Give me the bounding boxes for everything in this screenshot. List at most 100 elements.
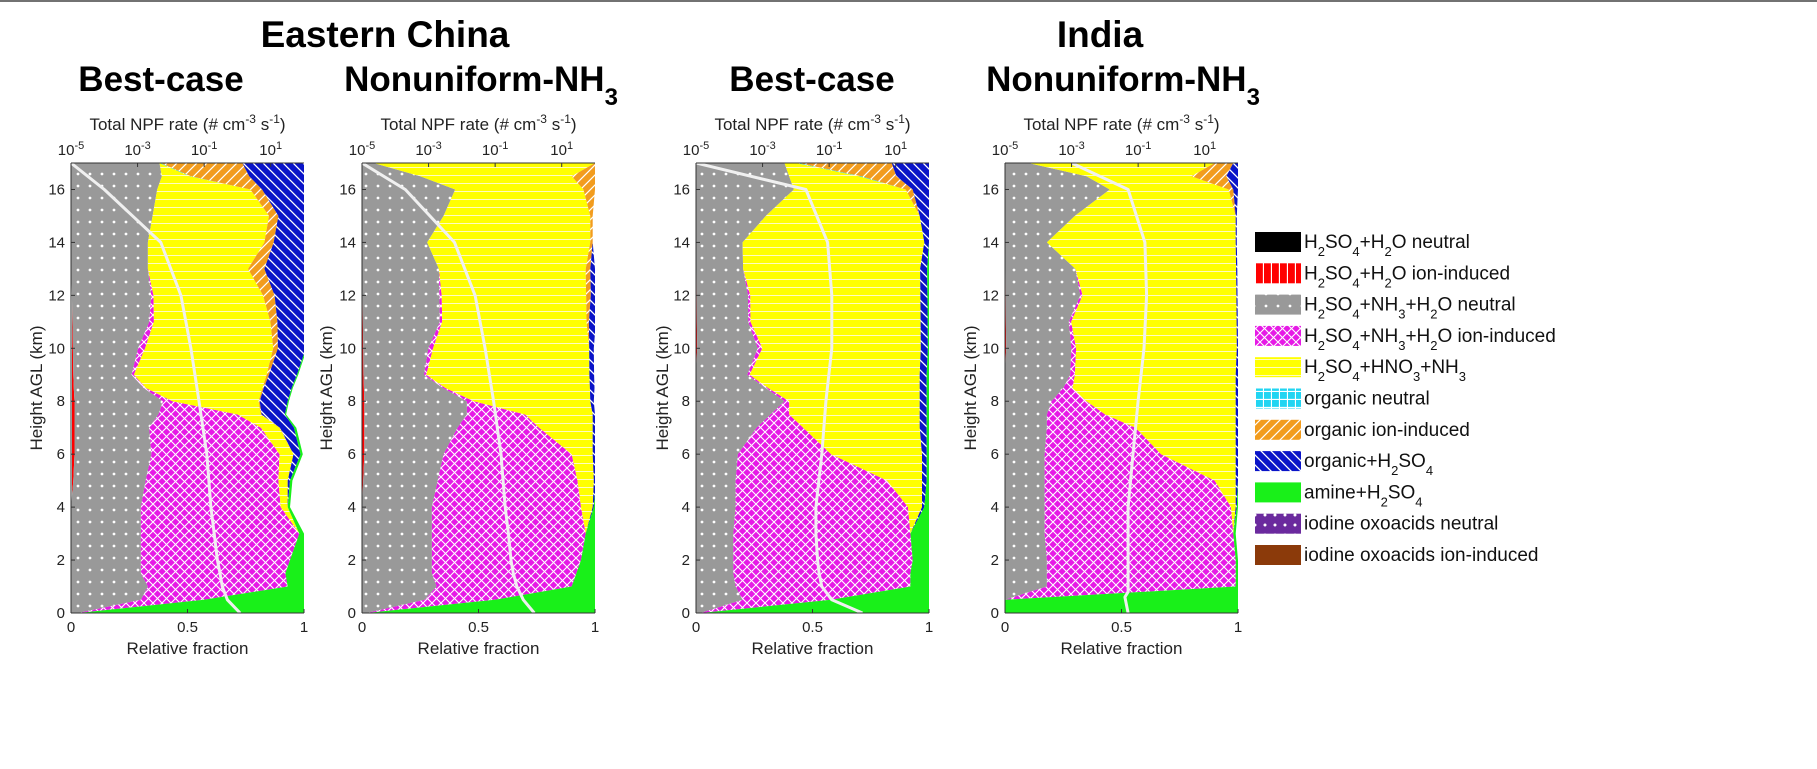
x-tick-label: 0.5 [1111,619,1132,636]
y-tick-label: 16 [48,181,65,198]
legend-item-h2so4-hno3-nh3: H2SO4+HNO3+NH3 [1255,357,1466,384]
legend-swatch [1255,451,1301,472]
top-tick-label: 101 [550,140,573,159]
stacked-areas [71,163,304,613]
area-h2so4-nh3-h2o-ion [1005,163,1236,613]
panels: Best-case Total NPF rate (# cm-3 s-1) 0 2 4 6… [27,60,1260,658]
y-tick-label: 0 [57,605,65,622]
y-tick-label: 8 [348,393,356,410]
x-axis-label: Relative fraction [418,639,540,658]
y-tick-label: 2 [682,552,690,569]
area-organic-h2so4 [78,163,304,613]
top-axis-label: Total NPF rate (# cm-3 s-1) [89,112,285,134]
area-h2so4-nh3-h2o-ion [700,163,913,613]
legend-swatch [1255,545,1301,565]
y-tick-label: 6 [991,446,999,463]
y-tick-label: 12 [339,287,356,304]
stacked-areas [696,163,929,613]
legend-label: H2SO4+NH3+H2O ion-induced [1304,326,1556,353]
y-tick-label: 14 [339,234,356,251]
total-npf-rate-line [1070,163,1149,613]
area-h2so4-h2o-ion [362,163,365,613]
top-tick-label: 101 [259,140,282,159]
top-tick-label: 10-5 [683,140,709,159]
top-tick-label: 10-3 [415,140,441,159]
panel-title: Nonuniform-NH3 [344,60,618,111]
region-title-eastern-china: Eastern China [261,14,510,55]
x-axis-label: Relative fraction [752,639,874,658]
y-tick-label: 8 [57,393,65,410]
area-h2so4-hno3-nh3 [78,163,300,613]
y-tick-label: 0 [991,605,999,622]
area-h2so4-nh3-h2o-neutral [71,163,163,613]
top-tick-label: 10-5 [349,140,375,159]
total-npf-rate-line [362,163,536,613]
legend-swatch [1255,513,1301,534]
x-axis-label: Relative fraction [1061,639,1183,658]
area-h2so4-nh3-h2o-ion [78,163,300,613]
area-h2so4-nh3-h2o-neutral [362,163,467,613]
legend-swatch [1255,482,1301,503]
y-tick-label: 2 [348,552,356,569]
legend-item-organic-h2so4: organic+H2SO4 [1255,451,1433,478]
y-tick-label: 4 [57,499,65,516]
x-tick-label: 1 [591,619,599,636]
x-axis-label: Relative fraction [127,639,249,658]
area-h2so4-h2o-ion [71,163,75,613]
y-tick-label: 16 [673,181,690,198]
area-h2so4-nh3-h2o-neutral [696,163,794,613]
legend-item-organic-neutral: organic neutral [1255,388,1430,410]
x-tick-label: 0.5 [802,619,823,636]
panel-title: Best-case [78,60,243,99]
legend-label: H2SO4+HNO3+NH3 [1304,357,1466,384]
y-tick-label: 14 [673,234,690,251]
y-tick-label: 6 [348,446,356,463]
legend-label: H2SO4+NH3+H2O neutral [1304,295,1516,322]
legend-label: amine+H2SO4 [1304,482,1423,509]
top-axis-label: Total NPF rate (# cm-3 s-1) [1023,112,1219,134]
legend-label: organic+H2SO4 [1304,451,1433,478]
top-axis-label: Total NPF rate (# cm-3 s-1) [714,112,910,134]
legend-label: iodine oxoacids neutral [1304,514,1498,535]
total-npf-rate-line [71,163,242,613]
total-npf-rate-line [696,163,863,613]
y-tick-label: 6 [682,446,690,463]
x-tick-label: 0 [67,619,75,636]
top-tick-label: 101 [1193,140,1216,159]
y-tick-label: 14 [48,234,65,251]
y-tick-label: 10 [339,340,356,357]
x-tick-label: 0 [1001,619,1009,636]
legend-label: H2SO4+H2O neutral [1304,232,1470,259]
panel-title: Nonuniform-NH3 [986,60,1260,111]
x-tick-label: 0 [692,619,700,636]
top-tick-label: 10-5 [58,140,84,159]
area-h2so4-hno3-nh3 [700,163,925,613]
y-tick-label: 0 [348,605,356,622]
legend: H2SO4+H2O neutral H2SO4+H2O ion-induced H2… [1255,232,1556,566]
y-tick-label: 2 [57,552,65,569]
x-tick-label: 1 [300,619,308,636]
y-tick-label: 10 [982,340,999,357]
legend-item-amine-h2so4: amine+H2SO4 [1255,482,1423,509]
y-tick-label: 8 [682,393,690,410]
panel-title: Best-case [729,60,894,99]
x-tick-label: 1 [1234,619,1242,636]
top-tick-label: 10-1 [191,140,217,159]
y-axis-label: Height AGL (km) [653,325,672,450]
top-axis-label: Total NPF rate (# cm-3 s-1) [380,112,576,134]
stacked-areas [1005,163,1238,613]
legend-item-iodine-neutral: iodine oxoacids neutral [1255,513,1498,535]
legend-swatch [1255,388,1301,409]
legend-label: H2SO4+H2O ion-induced [1304,263,1510,290]
y-tick-label: 12 [982,287,999,304]
y-tick-label: 12 [48,287,65,304]
legend-swatch [1255,294,1301,315]
y-tick-label: 2 [991,552,999,569]
top-tick-label: 10-5 [992,140,1018,159]
legend-item-iodine-ion: iodine oxoacids ion-induced [1255,545,1539,566]
y-tick-label: 4 [991,499,999,516]
legend-item-h2so4-h2o-neutral: H2SO4+H2O neutral [1255,232,1470,259]
y-tick-label: 14 [982,234,999,251]
stacked-areas [362,163,595,613]
